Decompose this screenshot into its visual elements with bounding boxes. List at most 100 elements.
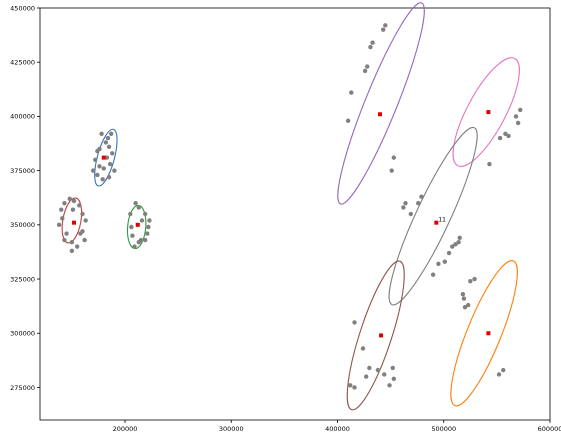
y-tick-label-7: 425000 — [10, 59, 35, 67]
data-point-27 — [62, 237, 67, 243]
data-point-7 — [93, 157, 98, 162]
data-point-51 — [383, 23, 388, 28]
data-point-84 — [367, 365, 372, 371]
data-point-80 — [456, 239, 461, 245]
data-point-2 — [103, 140, 109, 145]
data-point-74 — [436, 261, 441, 267]
data-point-98 — [496, 372, 502, 377]
data-point-64 — [503, 131, 508, 136]
y-tick-label-1: 275000 — [10, 384, 35, 392]
y-axis: 275000 300000 325000 350000 375000 400000 4250… — [10, 4, 40, 392]
data-point-10 — [95, 172, 100, 178]
data-point-78 — [457, 235, 462, 241]
data-point-50 — [142, 237, 148, 243]
data-point-92 — [460, 292, 466, 297]
data-point-87 — [390, 365, 395, 371]
data-point-1 — [99, 131, 104, 136]
data-point-94 — [465, 302, 471, 308]
data-point-5 — [106, 144, 112, 149]
data-point-40 — [139, 218, 145, 223]
cluster-ellipses — [61, 2, 520, 411]
cluster-centers: 11 — [72, 110, 491, 338]
data-point-8 — [107, 161, 113, 167]
data-point-20 — [67, 196, 72, 202]
cluster-center-7 — [379, 333, 384, 338]
plot-area — [39, 7, 551, 421]
data-point-4 — [97, 146, 102, 152]
data-point-39 — [136, 205, 142, 210]
data-point-83 — [363, 374, 369, 379]
cluster-ellipse-1 — [94, 128, 118, 187]
data-point-28 — [69, 239, 75, 245]
x-axis: 200000 300000 400000 500000 600000 — [113, 420, 561, 433]
cluster-center-6 — [434, 220, 439, 225]
data-point-81 — [352, 320, 357, 325]
data-point-46 — [145, 231, 150, 236]
data-point-91 — [352, 385, 357, 390]
data-point-96 — [468, 279, 473, 284]
data-point-60 — [389, 168, 394, 173]
data-point-49 — [136, 239, 142, 245]
data-point-76 — [446, 250, 452, 256]
data-point-97 — [472, 276, 477, 282]
data-point-19 — [62, 200, 67, 206]
cluster-center-8 — [486, 331, 491, 336]
cluster-ellipse-6 — [388, 126, 478, 306]
cluster-center-1 — [101, 155, 106, 160]
data-point-88 — [387, 383, 392, 388]
data-point-99 — [501, 367, 506, 373]
data-point-61 — [518, 107, 523, 113]
data-point-72 — [419, 194, 424, 199]
data-point-95 — [462, 305, 468, 310]
data-point-37 — [128, 211, 133, 217]
data-point-56 — [362, 68, 368, 74]
data-point-23 — [80, 211, 85, 217]
data-point-65 — [497, 135, 503, 141]
data-point-17 — [105, 135, 111, 141]
y-tick-label-3: 325000 — [10, 275, 35, 283]
data-point-25 — [59, 207, 64, 212]
data-point-41 — [142, 211, 148, 217]
cluster-ellipse-4 — [337, 2, 425, 205]
data-point-42 — [146, 224, 151, 230]
data-point-73 — [430, 272, 436, 277]
x-tick-label-5: 600000 — [538, 425, 561, 433]
data-point-57 — [349, 90, 354, 95]
data-point-77 — [453, 242, 458, 247]
data-point-48 — [129, 224, 134, 230]
cluster-center-4 — [378, 112, 382, 117]
data-point-86 — [382, 372, 387, 377]
data-point-14 — [104, 155, 110, 160]
y-tick-label-6: 400000 — [10, 113, 35, 121]
data-point-69 — [401, 205, 406, 210]
cluster-center-label-6: 11 — [438, 217, 446, 224]
data-point-18 — [90, 168, 96, 173]
data-point-54 — [368, 44, 373, 50]
data-point-43 — [130, 233, 135, 238]
x-tick-label-4: 500000 — [431, 425, 456, 433]
data-point-63 — [515, 120, 521, 126]
data-point-93 — [461, 296, 467, 301]
data-point-34 — [78, 231, 83, 236]
cluster-center-2 — [72, 220, 76, 225]
data-point-79 — [450, 244, 455, 249]
data-point-36 — [70, 207, 76, 212]
x-tick-label-2: 300000 — [219, 425, 244, 433]
y-tick-label-4: 350000 — [10, 221, 35, 229]
data-point-21 — [71, 198, 77, 204]
data-point-82 — [360, 346, 366, 351]
x-tick-label-1: 200000 — [113, 425, 138, 433]
data-point-6 — [110, 151, 115, 156]
data-point-35 — [60, 216, 65, 221]
data-point-38 — [133, 200, 138, 206]
data-point-89 — [391, 376, 397, 381]
data-point-31 — [64, 231, 69, 236]
data-points — [56, 23, 523, 390]
data-point-16 — [108, 131, 114, 136]
data-point-29 — [74, 244, 80, 249]
x-tick-label-3: 400000 — [325, 425, 350, 433]
data-point-24 — [83, 218, 88, 223]
data-point-52 — [380, 27, 386, 32]
cluster-ellipse-5 — [452, 57, 520, 167]
cluster-ellipse-7 — [346, 260, 405, 411]
